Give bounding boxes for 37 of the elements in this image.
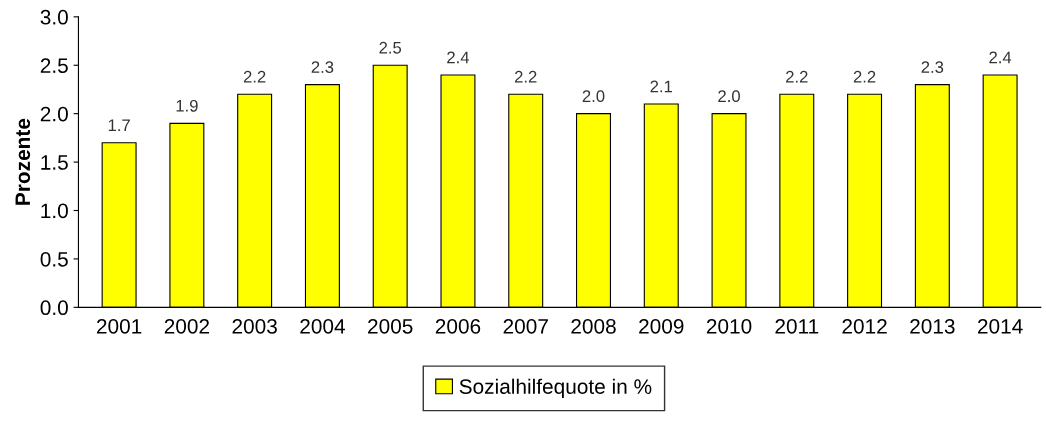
y-tick-label: 2.0 (40, 106, 68, 122)
y-tick-label: 0.5 (40, 251, 68, 267)
y-axis-title: Prozente (15, 118, 31, 205)
data-label: 2.1 (650, 80, 673, 93)
y-tick-label: 2.5 (40, 58, 68, 74)
y-tick-label: 1.0 (41, 203, 68, 219)
data-label: 2.3 (921, 61, 944, 73)
x-tick-label: 2013 (910, 318, 955, 334)
x-tick-label: 2011 (775, 318, 819, 334)
x-tick-label: 2006 (435, 318, 481, 334)
data-label: 1.7 (108, 119, 130, 131)
data-label: 2.2 (853, 70, 876, 83)
data-label: 2.2 (786, 70, 808, 83)
x-tick-label: 2009 (639, 318, 684, 334)
x-tick-label: 2008 (571, 318, 616, 334)
y-tick-label: 3.0 (40, 9, 68, 25)
y-tick-label: 0.0 (40, 300, 68, 316)
data-label: 2.5 (379, 41, 402, 54)
x-tick-label: 2010 (706, 318, 752, 334)
x-tick-label: 2014 (977, 318, 1023, 334)
x-tick-label: 2012 (842, 318, 887, 334)
data-label: 2.0 (718, 90, 740, 103)
x-tick-label: 2004 (300, 318, 345, 334)
data-label: 2.2 (243, 70, 266, 83)
legend-label: Sozialhilfequote in % (459, 378, 652, 399)
x-tick-label: 2003 (232, 318, 277, 334)
data-label: 2.4 (989, 51, 1012, 64)
data-label: 2.3 (311, 61, 334, 73)
data-label: 2.4 (447, 51, 470, 64)
y-tick-label: 1.5 (41, 155, 68, 170)
x-tick-label: 2002 (164, 318, 210, 334)
data-label: 2.2 (514, 70, 537, 83)
x-tick-label: 2005 (368, 318, 413, 334)
data-label: 1.9 (176, 99, 198, 112)
x-tick-label: 2007 (503, 318, 548, 334)
data-label: 2.0 (582, 90, 605, 103)
x-tick-label: 2001 (96, 318, 142, 334)
